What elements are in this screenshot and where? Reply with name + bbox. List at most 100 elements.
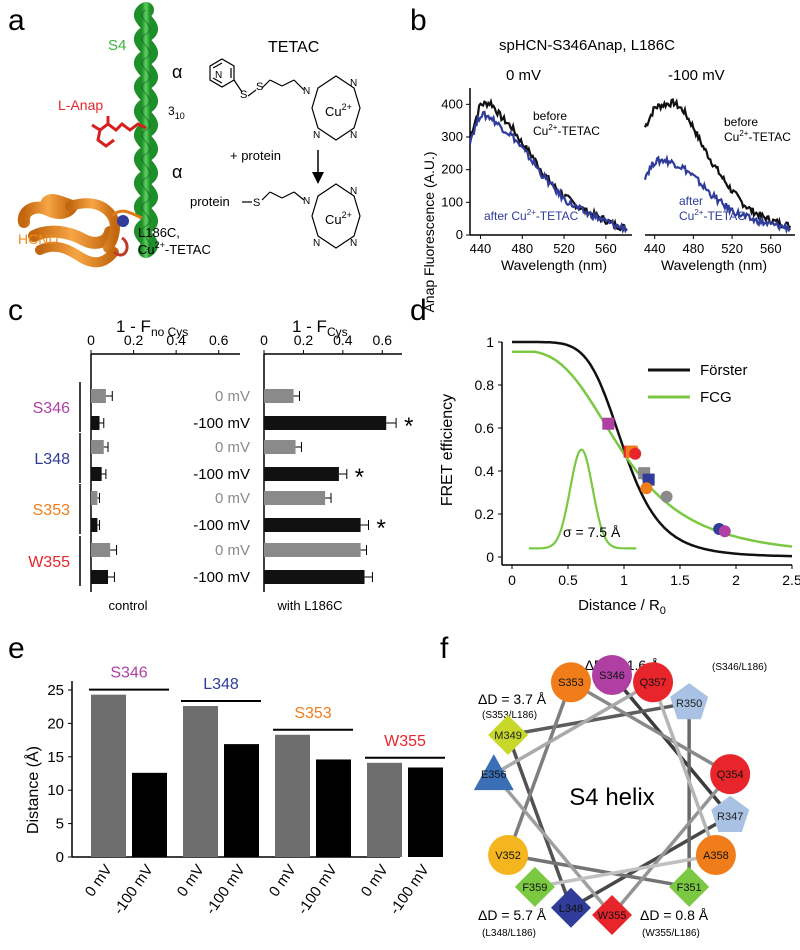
spectrum-100mv-x-tick-label: 440 bbox=[644, 241, 666, 256]
distance-x-tick-label: -100 mV bbox=[386, 862, 432, 918]
fret-x-tick-label: 1.5 bbox=[670, 572, 690, 588]
helix-310-label: 310 bbox=[168, 104, 185, 121]
fret-y-tick-label: 1 bbox=[486, 334, 494, 350]
spectrum-100mv-x-tick-label: 480 bbox=[683, 241, 705, 256]
residue-marker bbox=[550, 662, 591, 703]
l-anap-label: L-Anap bbox=[58, 97, 103, 113]
wheel-connector bbox=[610, 773, 732, 917]
wheel-connector bbox=[610, 673, 732, 817]
distance-y-tick-label: 15 bbox=[47, 749, 64, 766]
distance-y-tick-label: 10 bbox=[47, 782, 64, 799]
distance-x-tick-label: -100 mV bbox=[294, 862, 340, 918]
adduct-n-atom-4: N bbox=[313, 238, 320, 249]
panel-c-labels: S346 L348 S353 W355 0 mV -100 mV 0 mV -100 mV 0 … bbox=[28, 382, 250, 586]
panel-d-xlabel: Distance / R0 bbox=[578, 597, 666, 617]
dd3-pair: (L348/L186) bbox=[482, 928, 536, 939]
panel-label-b: b bbox=[410, 4, 427, 37]
distance-y-tick-label: 25 bbox=[47, 682, 64, 699]
dd2-main: ΔD = 3.7 Å bbox=[478, 691, 547, 707]
group-label: S346 bbox=[110, 665, 147, 682]
panel-label-d: d bbox=[410, 294, 427, 327]
panel-b-right-voltage: -100 mV bbox=[668, 67, 725, 84]
l186c-bar bbox=[264, 543, 361, 557]
fcg-curve bbox=[512, 350, 793, 548]
ctrl-tick-label: 0.2 bbox=[124, 332, 144, 348]
before-label-left-2: Cu2+-TETAC bbox=[533, 123, 600, 138]
sulfur-atom-1: S bbox=[240, 89, 247, 101]
distance-x-tick-label: 0 mV bbox=[82, 862, 116, 900]
spectrum-0mv-series-line-0 bbox=[468, 97, 628, 234]
panel-c-right-footer: with L186C bbox=[276, 598, 342, 613]
voltage-label: 0 mV bbox=[215, 439, 250, 456]
fret-x-tick-label: 2 bbox=[732, 572, 740, 588]
anap-molecule bbox=[91, 116, 147, 148]
spectrum-0mv-series-line-1 bbox=[468, 110, 628, 235]
site-label: S353 bbox=[33, 502, 70, 519]
s4-helix-ribbon bbox=[134, 2, 158, 258]
ctrl-bar bbox=[91, 518, 98, 532]
dd4-main: ΔD = 0.8 Å bbox=[640, 907, 709, 923]
panel-c-left-axes: 0 0.2 0.4 0.6 bbox=[87, 332, 240, 592]
after-label-right-2: Cu2+-TETAC bbox=[679, 208, 746, 223]
distance-x-tick-label: -100 mV bbox=[202, 862, 248, 918]
distance-bar bbox=[132, 772, 167, 857]
residue-label: S346 bbox=[599, 670, 625, 682]
voltage-label: 0 mV bbox=[215, 542, 250, 559]
distance-bar bbox=[183, 706, 218, 857]
l186c-bar bbox=[264, 467, 339, 481]
voltage-label: 0 mV bbox=[215, 490, 250, 507]
panel-b-left-xlabel: Wavelength (nm) bbox=[501, 257, 607, 273]
panel-b-right-xlabel: Wavelength (nm) bbox=[661, 257, 767, 273]
wheel-connector bbox=[492, 680, 654, 776]
cyclam-n-atom-1: N bbox=[303, 86, 310, 97]
ctrl-bar bbox=[91, 467, 102, 481]
cu-label-top: Cu2+ bbox=[325, 102, 352, 119]
wheel-connector bbox=[492, 773, 614, 917]
reaction-label: + protein bbox=[230, 148, 281, 163]
s4-label: S4 bbox=[108, 37, 126, 54]
distance-bar bbox=[275, 734, 310, 857]
ctrl-bar bbox=[91, 440, 104, 454]
distance-x-tick-label: 0 mV bbox=[266, 862, 300, 900]
distance-bar bbox=[408, 767, 443, 857]
residue-marker bbox=[710, 754, 751, 795]
l186c-bar bbox=[264, 570, 365, 584]
wheel-connector bbox=[507, 701, 690, 737]
wheel-connector bbox=[570, 814, 732, 910]
residue-marker bbox=[473, 754, 514, 791]
cyclam-n-atom-3: N bbox=[350, 130, 357, 141]
residue-label: E356 bbox=[481, 769, 507, 781]
distance-y-tick-label: 5 bbox=[56, 816, 64, 833]
voltage-label: -100 mV bbox=[193, 517, 250, 534]
distance-y-tick-label: 20 bbox=[47, 715, 64, 732]
residue-label: M349 bbox=[494, 730, 522, 742]
site-label-line-2: Cu2+-TETAC bbox=[138, 240, 211, 257]
alpha-top-label: α bbox=[172, 62, 182, 82]
site-label: W355 bbox=[28, 554, 70, 571]
adduct-n-atom-1: N bbox=[303, 196, 310, 207]
pyridine-n-atom: N bbox=[215, 70, 222, 81]
after-label-right-1: after bbox=[679, 194, 703, 208]
after-label-left: after Cu2+-TETAC bbox=[484, 208, 579, 223]
residue-marker bbox=[633, 662, 674, 703]
panel-d-axes: 0 0.5 1 1.5 2 2.5 0 0.2 0.4 0.6 0.8 1 bbox=[475, 334, 800, 588]
site-label: L348 bbox=[34, 451, 70, 468]
forster-curve bbox=[512, 340, 792, 558]
distance-bar bbox=[224, 744, 259, 857]
group-label: S353 bbox=[294, 705, 331, 722]
spectrum-0mv-x-tick-label: 520 bbox=[553, 241, 575, 256]
fret-x-tick-label: 2.5 bbox=[782, 572, 800, 588]
panel-b-right-axes: 440 480 520 560 bbox=[644, 97, 795, 256]
wheel-connector bbox=[570, 680, 732, 776]
l186c-tick-label: 0.4 bbox=[333, 332, 353, 348]
spectrum-0mv-y-tick-label: 100 bbox=[441, 194, 463, 209]
panel-e-ylabel: Distance (Å) bbox=[23, 746, 42, 834]
wheel-connector bbox=[651, 681, 718, 856]
spectrum-0mv-x-tick-label: 480 bbox=[511, 241, 533, 256]
wheel-connector bbox=[506, 681, 573, 856]
before-label-right-2: Cu2+-TETAC bbox=[724, 129, 791, 144]
cu-label-bottom: Cu2+ bbox=[325, 210, 352, 227]
ctrl-tick-label: 0.6 bbox=[209, 332, 229, 348]
before-label-left-1: before bbox=[533, 109, 567, 123]
panel-c-left-title: 1 - Fno Cys bbox=[116, 317, 188, 339]
